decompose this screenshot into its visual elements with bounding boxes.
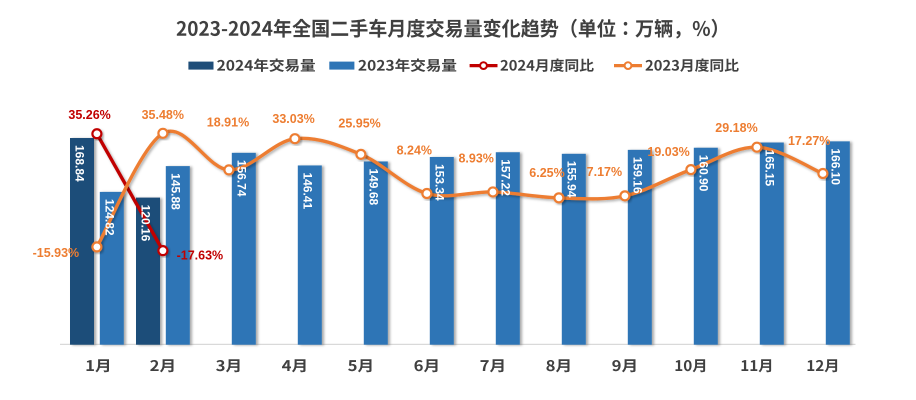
svg-text:149.68: 149.68 [366,168,380,205]
svg-text:29.18%: 29.18% [715,121,757,135]
svg-text:145.88: 145.88 [168,173,182,210]
svg-text:124.82: 124.82 [102,199,116,236]
svg-text:35.48%: 35.48% [142,108,184,122]
svg-text:146.41: 146.41 [300,172,314,209]
svg-text:35.26%: 35.26% [68,108,110,122]
svg-text:19.03%: 19.03% [647,145,689,159]
svg-text:166.10: 166.10 [828,148,842,185]
svg-text:6.25%: 6.25% [529,166,564,180]
svg-text:7.17%: 7.17% [587,165,622,179]
svg-text:8.24%: 8.24% [397,143,432,157]
svg-text:18.91%: 18.91% [207,116,249,130]
svg-text:156.74: 156.74 [234,160,248,197]
svg-text:153.34: 153.34 [432,164,446,201]
svg-text:160.90: 160.90 [696,155,710,192]
svg-text:17.27%: 17.27% [788,134,830,148]
svg-text:33.03%: 33.03% [272,112,314,126]
svg-text:-15.93%: -15.93% [33,246,80,260]
svg-text:157.22: 157.22 [498,159,512,196]
svg-text:25.95%: 25.95% [338,116,380,130]
svg-text:8.93%: 8.93% [458,152,493,166]
svg-text:168.84: 168.84 [73,145,87,182]
svg-text:159.16: 159.16 [630,157,644,194]
svg-text:120.16: 120.16 [139,205,153,242]
svg-text:165.15: 165.15 [762,150,776,187]
svg-text:155.94: 155.94 [564,161,578,198]
svg-text:-17.63%: -17.63% [177,249,224,263]
